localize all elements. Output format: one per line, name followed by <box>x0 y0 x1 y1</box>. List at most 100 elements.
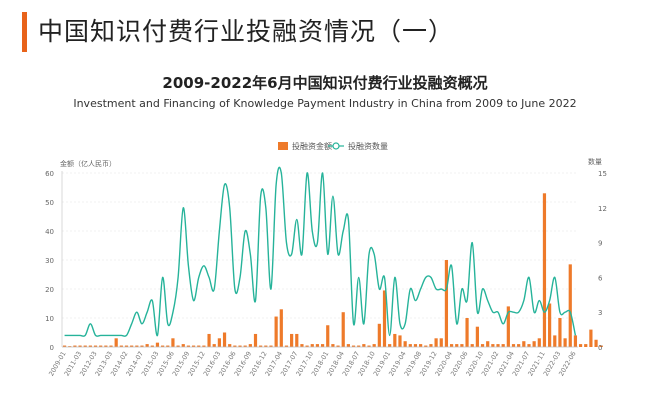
axes <box>61 171 578 348</box>
y-right-tick-label: 0 <box>598 344 602 352</box>
bar-amount <box>408 344 412 347</box>
bar-amount <box>310 344 314 347</box>
bar-amount <box>573 335 578 347</box>
bar-amount <box>233 345 237 347</box>
bar-amount <box>522 341 526 347</box>
legend-swatch-amount <box>278 142 288 150</box>
y-right-axis-title: 数量 <box>588 157 602 166</box>
bar-amount <box>460 344 464 347</box>
bar-amount <box>568 264 572 347</box>
y-right-tick-label: 9 <box>598 240 602 248</box>
bar-amount <box>331 344 335 347</box>
bar-amount <box>284 345 289 347</box>
bar-amount <box>465 318 469 347</box>
bar-amount <box>480 344 485 347</box>
grid-lines <box>62 172 578 319</box>
bar-amount <box>73 345 77 347</box>
bar-amount <box>506 306 510 347</box>
title-accent-bar <box>22 12 27 52</box>
bar-amount <box>558 318 562 347</box>
y-left-tick-label: 20 <box>45 286 54 294</box>
bar-amount <box>542 193 547 347</box>
chart-legend: 投融资金额 投融资数量 <box>278 141 388 151</box>
bar-amount <box>511 344 516 347</box>
y-left-tick-label: 30 <box>45 257 54 265</box>
bar-amount <box>475 326 479 347</box>
bar-amount <box>161 345 165 347</box>
bar-amount <box>434 338 438 347</box>
bar-amount <box>305 345 309 347</box>
bar-amount <box>197 345 201 347</box>
bar-amount <box>362 344 366 347</box>
bar-amount <box>501 344 505 347</box>
bar-amount <box>155 342 160 347</box>
y-right-tick-label: 3 <box>598 309 602 317</box>
bar-amount <box>145 344 149 347</box>
bar-amount <box>372 344 376 347</box>
legend-label-count: 投融资数量 <box>348 141 388 151</box>
bar-amount <box>150 345 154 347</box>
bar-amount <box>290 333 294 347</box>
legend-marker-count <box>332 142 340 150</box>
y-right-tick-label: 6 <box>598 274 603 282</box>
bar-amount <box>93 345 98 347</box>
bar-amount <box>563 338 567 347</box>
bar-amount <box>68 346 72 347</box>
bar-amount <box>367 345 371 347</box>
bar-amount <box>228 344 232 347</box>
bar-amount <box>517 344 521 347</box>
bar-amount <box>553 335 557 347</box>
y-left-axis-title: 金额（亿人民币） <box>60 159 116 168</box>
bar-amount <box>470 344 474 347</box>
bar-amount <box>181 344 185 347</box>
bar-amount <box>398 335 402 347</box>
bar-amount <box>212 344 216 347</box>
y-left-tick-label: 10 <box>45 315 54 323</box>
bar-amount <box>449 344 454 347</box>
bar-amount <box>377 323 381 347</box>
bar-amount <box>455 344 459 347</box>
line-count <box>64 166 577 337</box>
bar-amount <box>104 345 108 347</box>
chart-title: 2009-2022年6月中国知识付费行业投融资概况 <box>162 74 488 92</box>
bar-amount <box>109 345 113 347</box>
bar-amount <box>439 338 443 347</box>
bar-amount <box>253 333 258 347</box>
bar-amount <box>491 344 495 347</box>
bar-amount <box>83 345 87 347</box>
y-right-tick-label: 12 <box>598 205 607 213</box>
bar-amount <box>589 329 593 347</box>
bar-amount <box>578 344 583 347</box>
bar-amount <box>119 345 123 347</box>
bar-amount <box>88 345 92 347</box>
bar-amount <box>222 332 227 347</box>
bar-amount <box>594 339 598 347</box>
bar-amount <box>279 309 283 347</box>
bar-amount <box>599 345 603 347</box>
bar-amount <box>444 260 449 347</box>
bar-amount <box>341 312 345 347</box>
bar-amount <box>264 345 268 347</box>
bar-amount <box>351 345 356 347</box>
bar-amount <box>320 344 325 347</box>
y-left-tick-label: 50 <box>45 199 54 207</box>
bar-amount <box>419 344 423 347</box>
bar-amount <box>326 325 330 347</box>
bar-amount <box>548 303 552 347</box>
bar-amount <box>114 338 118 347</box>
bar-amount <box>99 345 103 347</box>
bar-amount <box>527 344 531 347</box>
bar-amount <box>413 344 418 347</box>
bar-amount <box>202 345 206 347</box>
bar-amount <box>429 344 433 347</box>
bar-amount <box>186 345 191 347</box>
y-left-tick-label: 40 <box>45 228 54 236</box>
chart-subtitle: Investment and Financing of Knowledge Pa… <box>73 97 577 110</box>
bar-amount <box>130 345 134 347</box>
legend-label-amount: 投融资金额 <box>292 141 332 151</box>
bar-amount <box>217 338 221 347</box>
bar-amount <box>403 341 407 347</box>
bar-series <box>62 193 603 347</box>
bar-amount <box>486 341 490 347</box>
bar-amount <box>496 344 500 347</box>
